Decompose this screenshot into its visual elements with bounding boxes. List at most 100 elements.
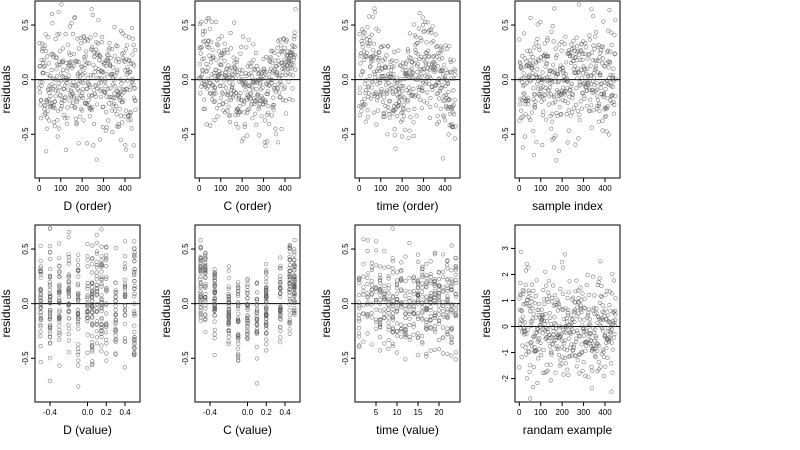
data-point bbox=[74, 120, 79, 125]
data-point bbox=[51, 76, 56, 81]
data-point bbox=[399, 269, 404, 274]
data-point bbox=[54, 74, 60, 79]
data-point bbox=[559, 332, 564, 337]
data-point bbox=[604, 288, 609, 294]
data-point bbox=[445, 266, 450, 271]
data-point bbox=[521, 31, 527, 36]
data-point bbox=[101, 79, 106, 84]
data-point bbox=[432, 66, 437, 71]
data-point bbox=[278, 277, 283, 282]
data-point bbox=[233, 121, 238, 126]
data-point bbox=[606, 28, 611, 33]
data-point bbox=[47, 244, 53, 249]
data-point bbox=[549, 29, 554, 34]
data-point bbox=[90, 310, 95, 315]
data-point bbox=[94, 270, 99, 275]
data-point bbox=[560, 355, 565, 360]
data-point bbox=[435, 121, 440, 127]
data-point bbox=[219, 56, 224, 61]
data-point bbox=[40, 80, 45, 85]
chart-panel-5: -0.4 0.0 0.2 0.4-0.50.00.5D (value)residual… bbox=[0, 224, 141, 437]
data-point bbox=[377, 49, 382, 55]
data-point bbox=[209, 75, 214, 80]
data-point bbox=[527, 363, 532, 368]
data-point bbox=[132, 269, 137, 274]
data-point bbox=[365, 313, 370, 318]
data-point bbox=[601, 19, 606, 24]
data-point bbox=[370, 80, 375, 85]
data-point bbox=[369, 267, 374, 273]
data-point bbox=[79, 108, 85, 113]
data-point bbox=[552, 315, 557, 320]
data-point bbox=[566, 108, 571, 113]
data-point bbox=[203, 316, 208, 322]
data-point bbox=[58, 106, 64, 111]
data-point bbox=[287, 281, 292, 286]
data-point bbox=[433, 32, 438, 37]
data-point bbox=[255, 91, 260, 97]
data-point bbox=[362, 30, 367, 35]
data-point bbox=[257, 102, 262, 107]
data-point bbox=[222, 58, 227, 64]
data-point bbox=[111, 95, 116, 100]
data-point bbox=[106, 101, 111, 106]
data-point bbox=[113, 95, 118, 100]
data-point bbox=[595, 45, 601, 50]
data-point bbox=[415, 299, 421, 304]
data-point bbox=[595, 70, 600, 75]
data-point bbox=[70, 90, 75, 95]
data-point bbox=[531, 365, 537, 370]
y-tick-label: -1 bbox=[501, 348, 510, 356]
data-point bbox=[453, 357, 458, 362]
data-point bbox=[103, 276, 109, 282]
data-point bbox=[547, 85, 553, 90]
data-point bbox=[445, 277, 450, 282]
data-point bbox=[551, 339, 557, 344]
data-point bbox=[199, 44, 204, 50]
data-point bbox=[432, 279, 437, 284]
data-point bbox=[399, 110, 404, 116]
data-point bbox=[571, 106, 577, 111]
data-point bbox=[423, 60, 428, 65]
data-point bbox=[254, 331, 259, 337]
data-point bbox=[103, 84, 108, 89]
data-point bbox=[521, 288, 527, 293]
y-tick-label: 2 bbox=[501, 272, 510, 277]
data-point bbox=[290, 73, 296, 78]
data-point bbox=[206, 45, 211, 50]
data-point bbox=[287, 287, 292, 292]
data-point bbox=[94, 262, 99, 268]
x-tick-label: -0.4 bbox=[43, 408, 57, 417]
data-point bbox=[374, 320, 379, 325]
data-point bbox=[420, 294, 425, 299]
data-point bbox=[262, 140, 267, 145]
data-point bbox=[356, 276, 362, 282]
data-point bbox=[378, 275, 383, 281]
data-point bbox=[371, 41, 377, 46]
data-point bbox=[87, 84, 93, 89]
x-tick-label: 300 bbox=[97, 184, 111, 193]
data-point bbox=[441, 289, 446, 294]
data-point bbox=[93, 94, 98, 99]
data-point bbox=[523, 345, 528, 350]
data-point bbox=[251, 66, 256, 71]
data-point bbox=[609, 361, 614, 366]
data-point bbox=[89, 108, 94, 113]
data-point bbox=[527, 290, 532, 296]
data-point bbox=[598, 48, 604, 53]
y-axis-title: residuals bbox=[319, 65, 333, 113]
data-point bbox=[73, 82, 79, 88]
data-point bbox=[611, 278, 617, 283]
data-point bbox=[215, 114, 220, 119]
data-point bbox=[397, 103, 402, 108]
data-point bbox=[272, 82, 277, 87]
data-point bbox=[522, 332, 527, 337]
data-point bbox=[559, 260, 565, 265]
data-point bbox=[113, 299, 118, 304]
data-point bbox=[43, 32, 48, 37]
data-point bbox=[570, 295, 576, 300]
data-point bbox=[63, 95, 68, 100]
data-point bbox=[592, 327, 598, 332]
data-point bbox=[212, 308, 217, 313]
data-point bbox=[279, 82, 284, 87]
